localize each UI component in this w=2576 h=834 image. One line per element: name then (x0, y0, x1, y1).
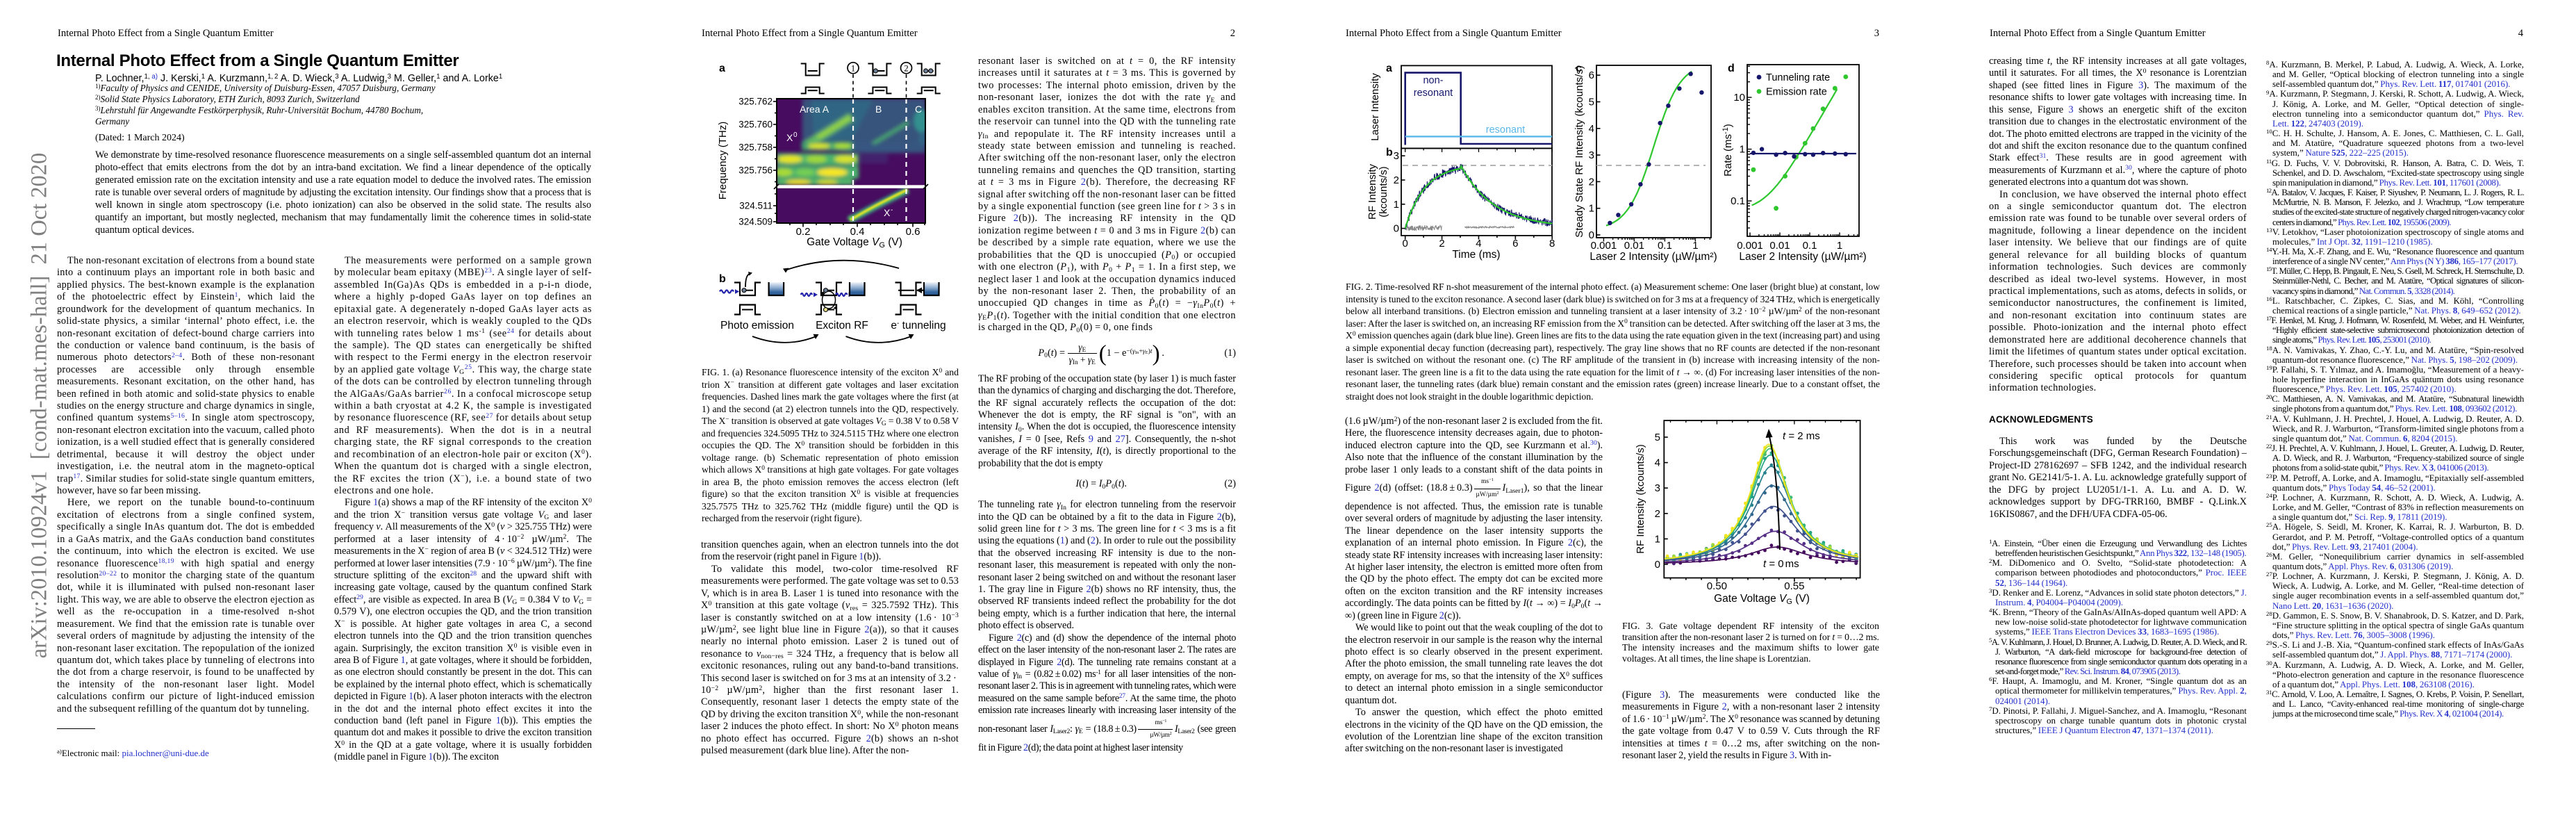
svg-text:Laser 2 Intensity (µW/µm²): Laser 2 Intensity (µW/µm²) (1590, 251, 1717, 263)
svg-text:b: b (1386, 147, 1393, 158)
svg-text:4: 4 (1476, 238, 1481, 250)
svg-text:1: 1 (851, 63, 856, 73)
svg-text:0.001: 0.001 (1737, 240, 1763, 252)
svg-text:b: b (719, 273, 726, 285)
svg-text:0.1: 0.1 (1803, 240, 1817, 252)
svg-text:0: 0 (1394, 223, 1399, 235)
svg-text:324.511: 324.511 (739, 201, 773, 211)
svg-text:e- tunneling: e- tunneling (891, 320, 946, 332)
svg-text:0: 0 (1589, 229, 1594, 241)
svg-text:1: 1 (1692, 240, 1698, 252)
svg-text:4: 4 (1589, 123, 1594, 135)
svg-text:5: 5 (1655, 432, 1660, 443)
svg-text:6: 6 (1512, 238, 1518, 250)
svg-text:2: 2 (904, 63, 909, 73)
svg-text:2: 2 (1655, 508, 1660, 520)
svg-text:Time (ms): Time (ms) (1452, 249, 1500, 261)
svg-text:non-: non- (1423, 75, 1443, 86)
svg-text:10: 10 (1733, 92, 1745, 104)
svg-text:2: 2 (1589, 176, 1594, 188)
svg-text:C: C (915, 104, 922, 115)
svg-text:resonant: resonant (1486, 124, 1525, 136)
svg-text:0.4: 0.4 (850, 226, 865, 238)
svg-text:325.758: 325.758 (738, 142, 773, 153)
svg-text:X: X (786, 132, 793, 143)
svg-text:Steady State RF Intensity (kco: Steady State RF Intensity (kcounts/s) (1574, 65, 1585, 238)
svg-text:0: 0 (793, 131, 798, 139)
svg-text:3: 3 (1394, 150, 1399, 162)
svg-text:t = 0ms: t = 0 ms (1763, 558, 1799, 570)
svg-text:B: B (875, 104, 882, 115)
svg-text:0.01: 0.01 (1769, 240, 1790, 252)
svg-text:0.1: 0.1 (1731, 195, 1745, 207)
svg-text:Area A: Area A (800, 104, 829, 115)
svg-text:3: 3 (1589, 149, 1594, 161)
svg-text:324.509: 324.509 (738, 217, 773, 227)
svg-text:8: 8 (1549, 238, 1555, 250)
svg-text:325.762: 325.762 (738, 97, 773, 107)
svg-text:resonant: resonant (1414, 88, 1453, 99)
svg-text:3: 3 (1655, 482, 1660, 494)
svg-text:Gate Voltage VG (V): Gate Voltage VG (V) (1714, 593, 1810, 606)
svg-text:0.01: 0.01 (1624, 240, 1644, 252)
svg-text:RF Intensity (kcounts/s): RF Intensity (kcounts/s) (1635, 444, 1646, 554)
svg-text:Frequency (THz): Frequency (THz) (717, 122, 729, 200)
svg-text:Gate Voltage VG (V): Gate Voltage VG (V) (807, 236, 902, 250)
svg-text:0.55: 0.55 (1784, 580, 1804, 592)
svg-text:1: 1 (1837, 240, 1842, 252)
svg-text:325.756: 325.756 (738, 165, 773, 176)
svg-text:RF Intensity: RF Intensity (1367, 163, 1378, 220)
svg-text:Photo emission: Photo emission (720, 320, 794, 332)
svg-text:Emission rate: Emission rate (1766, 87, 1827, 98)
svg-text:1: 1 (1589, 203, 1594, 215)
svg-text:5: 5 (1589, 97, 1594, 108)
svg-text:0.6: 0.6 (906, 226, 920, 238)
svg-text:4: 4 (1655, 457, 1660, 469)
svg-text:Exciton RF: Exciton RF (816, 320, 868, 332)
svg-text:0.50: 0.50 (1707, 580, 1727, 592)
svg-text:0.1: 0.1 (1658, 240, 1672, 252)
svg-text:0.001: 0.001 (1591, 240, 1617, 252)
svg-text:(kcounts/s): (kcounts/s) (1378, 166, 1389, 217)
svg-text:1: 1 (1655, 533, 1660, 545)
svg-text:0.2: 0.2 (796, 226, 811, 238)
svg-text:X: X (884, 207, 891, 218)
svg-text:Tunneling rate: Tunneling rate (1766, 72, 1830, 83)
svg-text:a: a (1386, 63, 1392, 74)
svg-text:1: 1 (1394, 199, 1399, 211)
svg-text:Rate (ms-1): Rate (ms-1) (1722, 124, 1734, 177)
svg-text:t = 2 ms: t = 2 ms (1783, 430, 1820, 442)
svg-text:Laser 2 Intensity (µW/µm²): Laser 2 Intensity (µW/µm²) (1739, 251, 1866, 263)
svg-text:d: d (1728, 63, 1735, 74)
svg-text:2: 2 (1394, 174, 1399, 186)
svg-text:c: c (1576, 63, 1582, 74)
svg-text:0: 0 (1655, 559, 1660, 571)
svg-text:a: a (719, 63, 725, 74)
svg-text:1: 1 (1740, 144, 1745, 156)
svg-text:-: - (891, 206, 893, 214)
svg-text:6: 6 (1589, 70, 1594, 81)
svg-text:325.760: 325.760 (738, 120, 773, 130)
svg-text:Laser Intensity: Laser Intensity (1369, 73, 1381, 141)
svg-text:2: 2 (1439, 238, 1444, 250)
svg-text:0: 0 (1403, 238, 1408, 250)
